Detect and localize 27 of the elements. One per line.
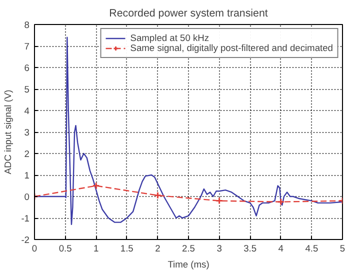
legend-label: Sampled at 50 kHz bbox=[130, 33, 210, 43]
legend-label: Same signal, digitally post-filtered and decimated bbox=[130, 43, 333, 53]
x-tick-label: 0.5 bbox=[58, 244, 72, 254]
x-tick-label: 2.5 bbox=[182, 244, 195, 254]
x-tick-label: 2 bbox=[155, 244, 160, 254]
x-tick-label: 4 bbox=[278, 244, 284, 254]
x-tick-label: 5 bbox=[340, 244, 346, 254]
y-tick-label: 8 bbox=[24, 20, 30, 30]
chart-title: Recorded power system transient bbox=[109, 8, 268, 20]
y-tick-label: 5 bbox=[24, 84, 30, 94]
x-tick-label: 0 bbox=[32, 244, 38, 254]
y-tick-label: 2 bbox=[24, 149, 30, 159]
x-tick-label: 3 bbox=[216, 244, 222, 254]
y-axis-title: ADC input signal (V) bbox=[3, 90, 14, 174]
y-tick-label: 1 bbox=[24, 170, 30, 180]
y-tick-label: -1 bbox=[21, 214, 30, 224]
x-axis-title: Time (ms) bbox=[168, 260, 210, 270]
y-tick-label: 0 bbox=[24, 192, 30, 202]
y-tick-label: -2 bbox=[21, 235, 30, 245]
y-tick-label: 7 bbox=[24, 42, 30, 52]
y-tick-label: 6 bbox=[24, 63, 30, 73]
x-tick-label: 3.5 bbox=[244, 244, 257, 254]
x-tick-label: 1 bbox=[94, 244, 99, 254]
x-tick-label: 1.5 bbox=[120, 244, 134, 254]
x-tick-label: 4.5 bbox=[305, 244, 318, 254]
y-tick-label: 4 bbox=[24, 106, 30, 116]
y-tick-label: 3 bbox=[24, 128, 30, 138]
